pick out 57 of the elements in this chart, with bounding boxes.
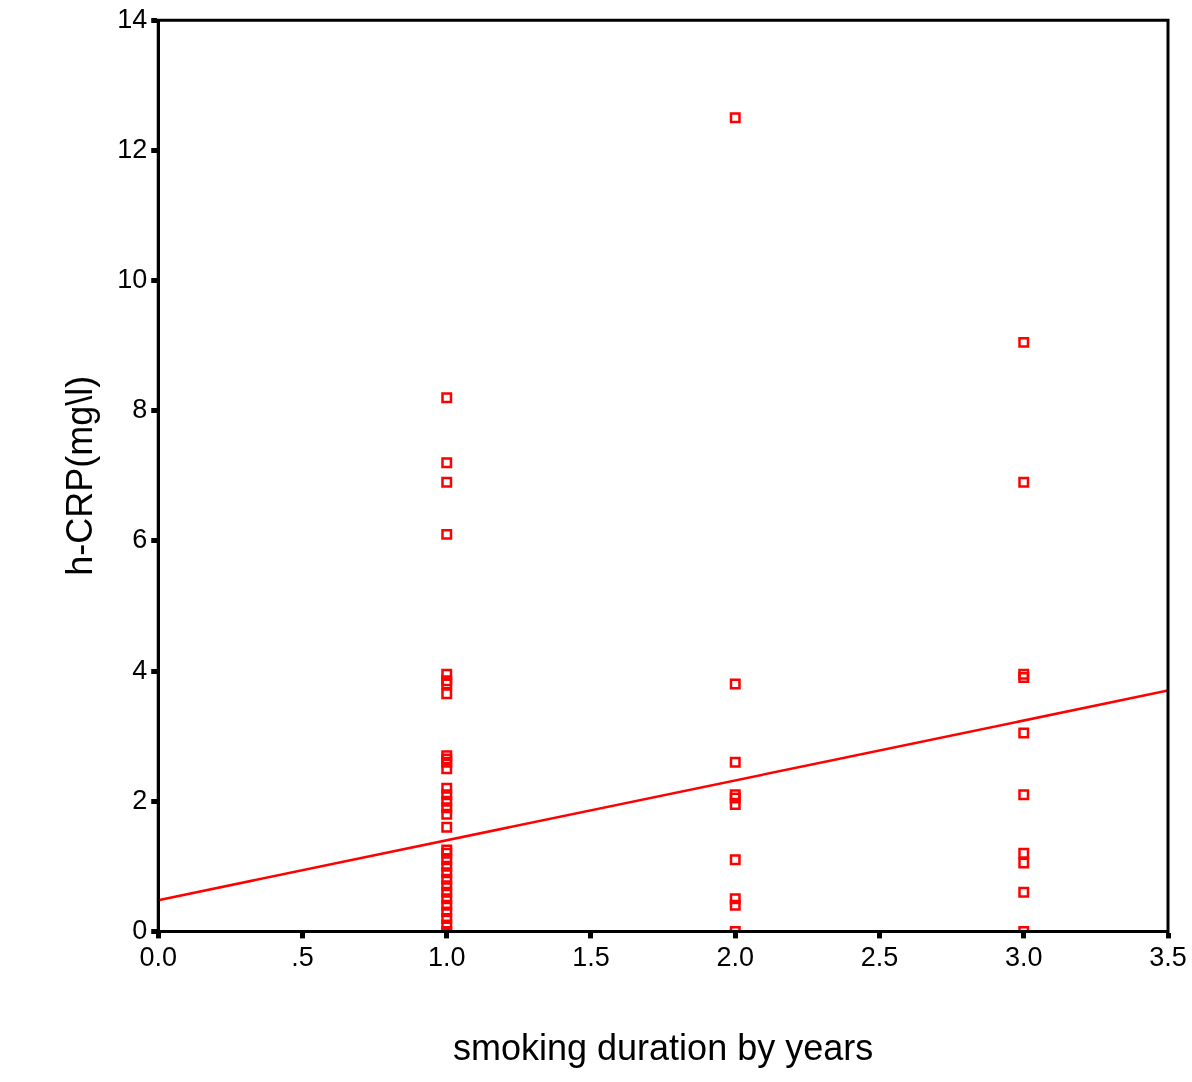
x-tick-label: 3.0 bbox=[1004, 942, 1043, 973]
y-tick-label: 14 bbox=[117, 3, 148, 34]
y-axis-title: h-CRP(mg\l) bbox=[58, 375, 100, 576]
y-tick-label: 4 bbox=[132, 654, 148, 685]
point bbox=[441, 886, 453, 898]
point bbox=[1018, 672, 1030, 684]
x-tick-label: 3.5 bbox=[1149, 942, 1187, 973]
point bbox=[441, 899, 453, 911]
y-tick-label: 6 bbox=[132, 524, 148, 555]
point bbox=[1018, 336, 1030, 348]
x-tick-label: 2.5 bbox=[860, 942, 899, 973]
point bbox=[441, 782, 453, 794]
point bbox=[729, 893, 741, 905]
point bbox=[729, 678, 741, 690]
point bbox=[441, 688, 453, 700]
point bbox=[441, 802, 453, 814]
point bbox=[1018, 857, 1030, 869]
point bbox=[729, 756, 741, 768]
point bbox=[1018, 727, 1030, 739]
point bbox=[441, 763, 453, 775]
point bbox=[441, 528, 453, 540]
point bbox=[729, 854, 741, 866]
point bbox=[441, 893, 453, 905]
point bbox=[441, 873, 453, 885]
point bbox=[441, 457, 453, 469]
point bbox=[441, 476, 453, 488]
point bbox=[1018, 476, 1030, 488]
point bbox=[441, 867, 453, 879]
y-tick-label: 8 bbox=[132, 394, 148, 425]
point bbox=[441, 392, 453, 404]
y-tick-label: 12 bbox=[117, 133, 148, 164]
point bbox=[441, 789, 453, 801]
x-tick-label: 2.0 bbox=[716, 942, 755, 973]
point bbox=[441, 668, 453, 680]
point bbox=[441, 808, 453, 820]
point bbox=[729, 899, 741, 911]
point bbox=[1018, 886, 1030, 898]
y-tick-label: 2 bbox=[132, 784, 148, 815]
point bbox=[441, 906, 453, 918]
point bbox=[1018, 668, 1030, 680]
point bbox=[441, 860, 453, 872]
point bbox=[441, 821, 453, 833]
point bbox=[441, 919, 453, 931]
x-tick-label: 1.5 bbox=[572, 942, 610, 973]
point bbox=[441, 880, 453, 892]
x-axis-title: smoking duration by years bbox=[453, 1027, 874, 1069]
point bbox=[441, 854, 453, 866]
x-tick-label: .5 bbox=[291, 942, 314, 973]
y-tick-label: 10 bbox=[117, 264, 148, 294]
y-tick-label: 0 bbox=[132, 914, 148, 945]
x-tick-label: 1.0 bbox=[427, 942, 466, 973]
point bbox=[729, 112, 741, 124]
point bbox=[1018, 789, 1030, 801]
point bbox=[441, 795, 453, 807]
point bbox=[729, 798, 741, 810]
point bbox=[1018, 847, 1030, 859]
x-tick-label: 0.0 bbox=[139, 942, 178, 973]
